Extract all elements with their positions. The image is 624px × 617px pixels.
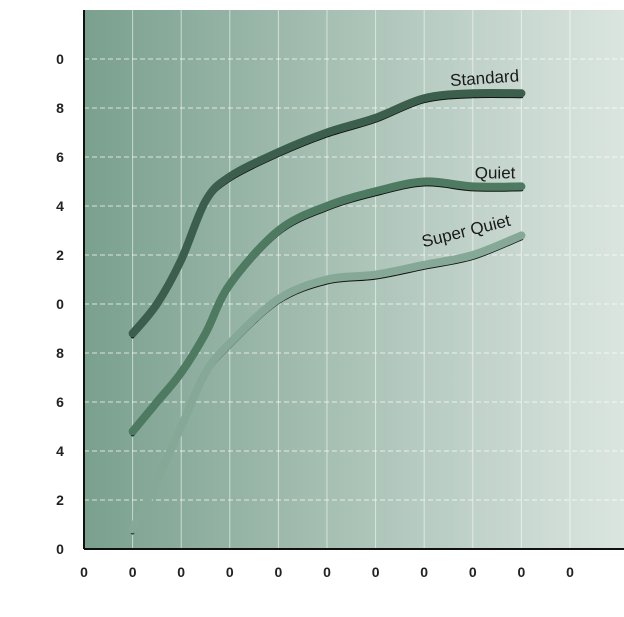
y-tick-label: 2 xyxy=(56,492,64,508)
series-super-quiet xyxy=(128,231,526,535)
axes xyxy=(83,10,624,550)
y-tick-label: 2 xyxy=(56,247,64,263)
x-tick-label: 0 xyxy=(372,564,380,580)
x-tick-label: 0 xyxy=(518,564,526,580)
series-group xyxy=(128,88,526,535)
series-line xyxy=(128,231,526,534)
x-tick-label: 0 xyxy=(275,564,283,580)
series-line xyxy=(128,177,526,436)
x-tick-label: 0 xyxy=(566,564,574,580)
x-tick-label: 0 xyxy=(129,564,137,580)
y-tick-label: 6 xyxy=(56,394,64,410)
x-tick-label: 0 xyxy=(226,564,234,580)
series-label-standard: Standard xyxy=(450,66,520,90)
y-tick-label: 0 xyxy=(56,51,64,67)
y-tick-label: 8 xyxy=(56,100,64,116)
y-tick-label: 8 xyxy=(56,345,64,361)
y-tick-label: 0 xyxy=(56,541,64,557)
x-tick-label: 0 xyxy=(323,564,331,580)
x-tick-label: 0 xyxy=(469,564,477,580)
x-tick-label: 0 xyxy=(80,564,88,580)
series-line xyxy=(128,88,526,338)
y-tick-label: 0 xyxy=(56,296,64,312)
x-tick-label: 0 xyxy=(420,564,428,580)
series-quiet xyxy=(128,177,526,437)
series-standard xyxy=(128,88,526,339)
series-label-quiet: Quiet xyxy=(475,163,516,182)
y-tick-label: 6 xyxy=(56,149,64,165)
x-tick-label: 0 xyxy=(177,564,185,580)
y-tick-label: 4 xyxy=(56,198,64,214)
y-tick-label: 4 xyxy=(56,443,64,459)
